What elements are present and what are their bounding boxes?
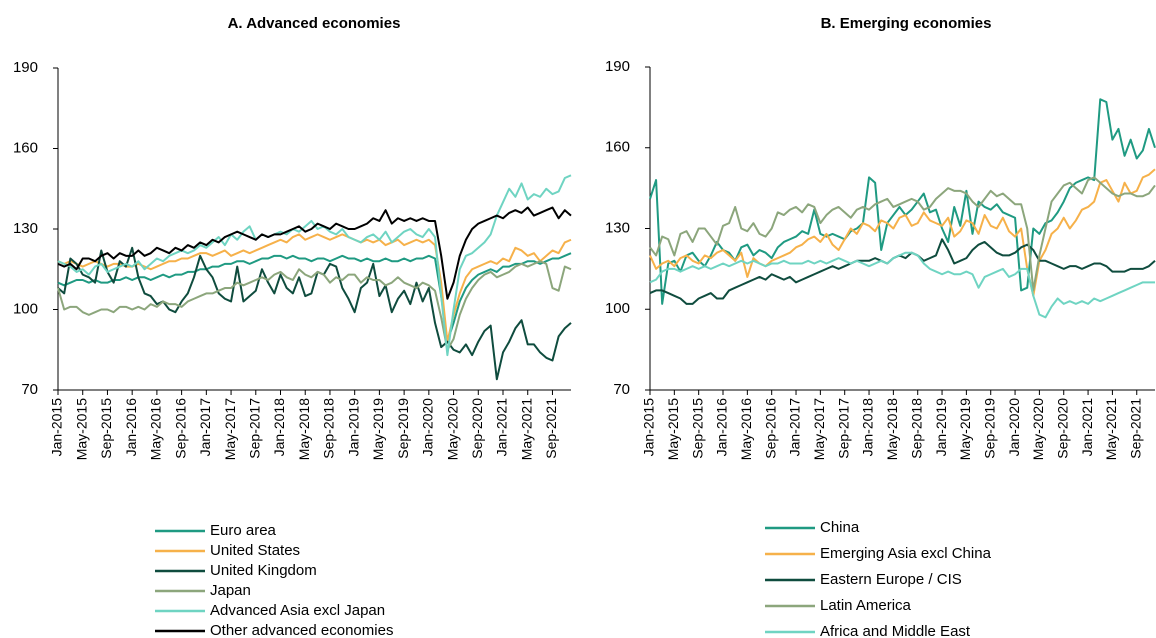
x-tick-label: Jan-2017 <box>787 398 803 457</box>
x-tick-label: May-2015 <box>73 398 89 460</box>
legend-label: Other advanced economies <box>210 622 393 638</box>
x-tick-label: May-2018 <box>884 398 900 460</box>
x-tick-label: Jan-2015 <box>641 398 657 457</box>
legend-label: Africa and Middle East <box>820 623 971 638</box>
legend-label: Emerging Asia excl China <box>820 545 992 562</box>
series-line <box>57 252 572 343</box>
x-tick-label: May-2016 <box>738 398 754 460</box>
y-tick-label: 70 <box>21 381 38 398</box>
series-line <box>57 233 572 343</box>
x-tick-label: May-2017 <box>811 398 827 460</box>
y-tick-label: 130 <box>605 219 630 236</box>
x-tick-label: Sep-2015 <box>689 398 705 459</box>
x-tick-label: May-2021 <box>518 398 534 460</box>
x-tick-label: Sep-2019 <box>395 398 411 459</box>
x-tick-label: Jan-2018 <box>860 398 876 457</box>
series-line <box>57 174 572 357</box>
legend-label: China <box>820 519 860 536</box>
y-tick-label: 100 <box>605 300 630 317</box>
series-line <box>649 238 1156 305</box>
legend-label: Euro area <box>210 522 277 539</box>
x-tick-label: Jan-2021 <box>1079 398 1095 457</box>
legend-label: Japan <box>210 582 251 599</box>
chart-title: A. Advanced economies <box>228 15 401 32</box>
x-tick-label: Sep-2020 <box>469 398 485 459</box>
x-tick-label: Sep-2017 <box>246 398 262 459</box>
x-tick-label: Sep-2016 <box>172 398 188 459</box>
x-tick-label: Jan-2016 <box>123 398 139 457</box>
x-tick-label: Sep-2021 <box>543 398 559 459</box>
legend-label: Advanced Asia excl Japan <box>210 602 385 619</box>
chart-title: B. Emerging economies <box>821 15 992 32</box>
x-tick-label: Jan-2020 <box>1006 398 1022 457</box>
series-line <box>649 168 1156 297</box>
x-tick-label: Jan-2015 <box>49 398 65 457</box>
x-tick-label: May-2021 <box>1103 398 1119 460</box>
y-tick-label: 130 <box>13 220 38 237</box>
y-tick-label: 160 <box>605 139 630 156</box>
x-tick-label: Jan-2018 <box>271 398 287 457</box>
x-tick-label: Jan-2020 <box>420 398 436 457</box>
x-tick-label: May-2019 <box>957 398 973 460</box>
x-tick-label: May-2020 <box>444 398 460 460</box>
series-line <box>57 206 572 300</box>
x-tick-label: Sep-2017 <box>835 398 851 459</box>
x-tick-label: May-2015 <box>665 398 681 460</box>
y-tick-label: 70 <box>613 381 630 398</box>
legend-label: United Kingdom <box>210 562 317 579</box>
x-tick-label: Jan-2017 <box>197 398 213 457</box>
x-tick-label: Sep-2016 <box>762 398 778 459</box>
series-line <box>649 251 1155 319</box>
x-tick-label: Sep-2019 <box>981 398 997 459</box>
x-tick-label: May-2016 <box>148 398 164 460</box>
y-tick-label: 190 <box>605 58 630 75</box>
series-line <box>649 98 1156 305</box>
x-tick-label: Sep-2018 <box>321 398 337 459</box>
x-tick-label: Sep-2015 <box>98 398 114 459</box>
x-tick-label: Sep-2021 <box>1127 398 1143 459</box>
legend-label: Eastern Europe / CIS <box>820 571 962 588</box>
series-line <box>649 176 1156 292</box>
x-tick-label: Jan-2016 <box>714 398 730 457</box>
x-tick-label: May-2019 <box>370 398 386 460</box>
y-tick-label: 190 <box>13 59 38 76</box>
x-tick-label: May-2017 <box>222 398 238 460</box>
x-tick-label: Jan-2019 <box>345 398 361 457</box>
legend-label: United States <box>210 542 300 559</box>
legend-label: Latin America <box>820 597 912 614</box>
x-tick-label: May-2020 <box>1030 398 1046 460</box>
x-tick-label: May-2018 <box>296 398 312 460</box>
x-tick-label: Sep-2020 <box>1054 398 1070 459</box>
x-tick-label: Jan-2021 <box>494 398 510 457</box>
series-line <box>57 260 572 351</box>
y-tick-label: 160 <box>13 139 38 156</box>
x-tick-label: Sep-2018 <box>908 398 924 459</box>
series-line <box>57 246 572 381</box>
y-tick-label: 100 <box>13 300 38 317</box>
x-tick-label: Jan-2019 <box>933 398 949 457</box>
